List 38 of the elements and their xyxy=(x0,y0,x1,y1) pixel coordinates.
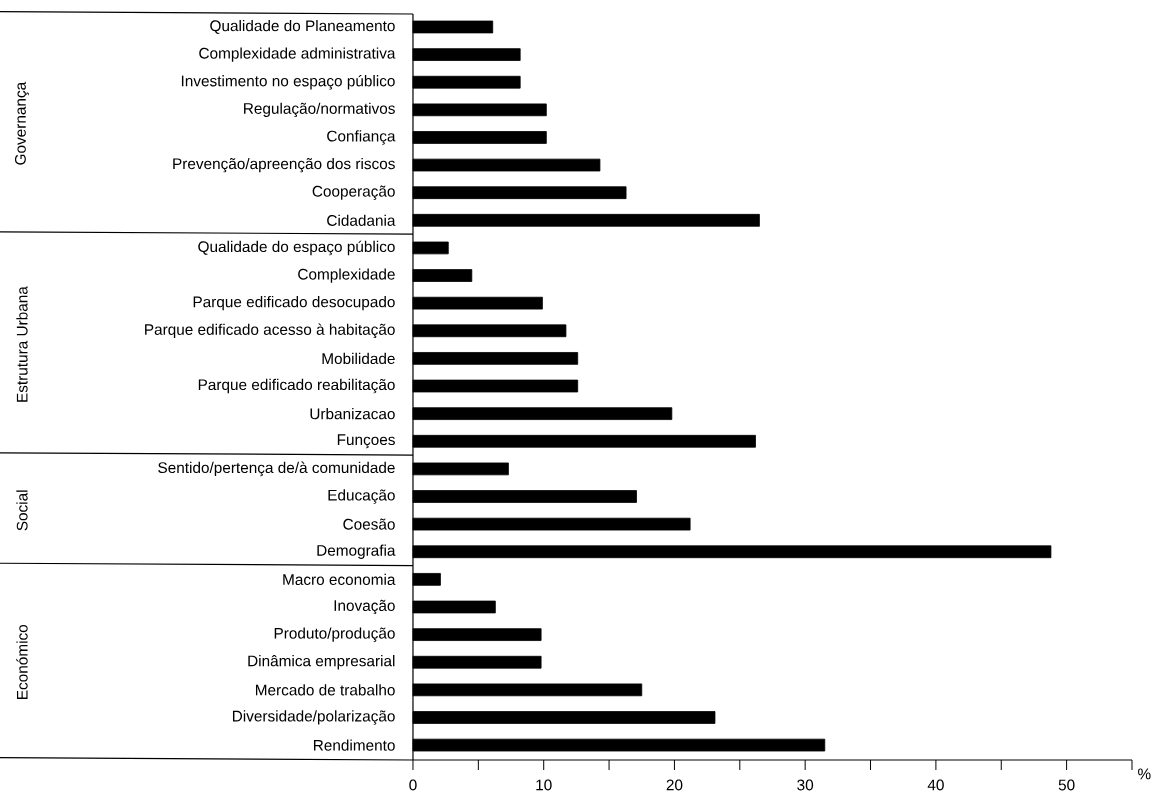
y-tick-label: Investimento no espaço público xyxy=(181,74,395,90)
y-tick-label: Complexidade xyxy=(298,268,395,283)
y-tick-label: Qualidade do Planeamento xyxy=(210,19,395,34)
y-tick-label: Confiança xyxy=(327,130,396,145)
x-tick-label: 0 xyxy=(409,779,417,791)
y-tick-label: Urbanizacao xyxy=(310,408,395,420)
y-tick-label: Parque edificado acesso à habitação xyxy=(145,323,395,339)
y-tick-label: Inovação xyxy=(334,599,395,615)
y-tick-label: Regulação/normativos xyxy=(244,102,395,118)
y-tick-label: Educação xyxy=(328,489,395,504)
x-tick-label: 30 xyxy=(797,779,814,791)
y-tick-label: Diversidade/polarização xyxy=(232,710,395,725)
y-tick-label: Sentido/pertença de/à comunidade xyxy=(158,461,395,477)
y-tick-label: Cooperação xyxy=(312,185,395,200)
y-tick-label: Qualidade do espaço público xyxy=(198,240,395,256)
y-tick-label: Produto/produção xyxy=(274,627,395,642)
text: Governança xyxy=(14,81,29,165)
y-tick-label: Dinâmica empresarial xyxy=(248,655,395,670)
y-tick-label: Cidadania xyxy=(327,214,396,226)
x-tick-label: 10 xyxy=(536,779,552,791)
y-tick-label: Mobilidade xyxy=(322,352,395,365)
text: Económico xyxy=(16,624,28,699)
x-tick-label: 40 xyxy=(927,779,944,791)
y-tick-label: Prevenção/apreenção dos riscos xyxy=(173,157,395,173)
x-axis-title: % xyxy=(1138,768,1151,780)
y-tick-label: Demografia xyxy=(317,544,396,559)
y-tick-label: Coesão xyxy=(343,518,395,530)
x-tick-label: 50 xyxy=(1058,779,1075,791)
y-tick-label: Parque edificado reabilitação xyxy=(198,378,395,394)
text: Social xyxy=(16,490,28,531)
y-tick-label: Macro economia xyxy=(283,573,396,586)
y-tick-label: Parque edificado desocupado xyxy=(193,296,395,311)
y-tick-label: Rendimento xyxy=(313,739,395,751)
y-tick-label: Complexidade administrativa xyxy=(199,47,396,62)
x-tick-label: 20 xyxy=(666,779,683,791)
text: Estrutura Urbana xyxy=(16,286,28,402)
y-tick-label: Funçoes xyxy=(337,434,395,449)
y-tick-label: Mercado de trabalho xyxy=(255,684,395,696)
